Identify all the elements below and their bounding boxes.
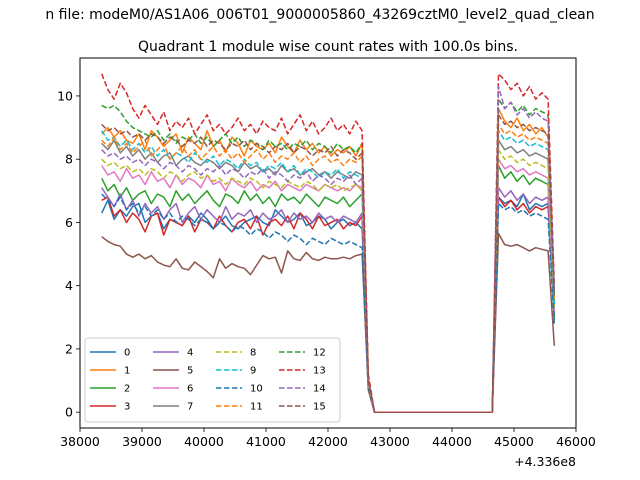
series-line-11: [101, 123, 556, 413]
x-tick-label: 43000: [370, 434, 410, 449]
y-axis: 0 2 4 6 8 10: [57, 88, 80, 420]
legend-label: 6: [187, 384, 193, 395]
y-tick-label: 8: [65, 152, 73, 167]
x-tick-label: 45000: [494, 434, 534, 449]
y-tick-label: 2: [65, 341, 73, 356]
legend-label: 0: [124, 348, 130, 359]
legend-label: 5: [187, 366, 193, 377]
legend-label: 3: [124, 402, 130, 413]
x-axis-offset-label: +4.336e8: [514, 454, 576, 469]
legend-label: 14: [313, 384, 326, 395]
series-line-13: [101, 73, 556, 413]
y-tick-label: 4: [65, 278, 73, 293]
series-line-15: [101, 114, 556, 413]
y-tick-label: 10: [57, 88, 73, 103]
legend-label: 2: [124, 384, 130, 395]
x-tick-label: 41000: [246, 434, 286, 449]
legend-label: 1: [124, 366, 130, 377]
x-tick-label: 42000: [308, 434, 348, 449]
legend-label: 9: [250, 366, 256, 377]
figure-suptitle: n file: modeM0/AS1A06_006T01_9000005860_…: [45, 7, 594, 23]
legend-label: 12: [313, 348, 326, 359]
legend-label: 11: [250, 402, 263, 413]
plot-lines: [101, 73, 556, 413]
legend-label: 7: [187, 402, 193, 413]
y-tick-label: 6: [65, 215, 73, 230]
x-axis: 38000 39000 40000 41000 42000 43000 44000 45000…: [60, 428, 596, 449]
x-tick-label: 40000: [184, 434, 224, 449]
x-tick-label: 44000: [432, 434, 472, 449]
legend-label: 13: [313, 366, 326, 377]
x-tick-label: 38000: [60, 434, 100, 449]
legend-box: [84, 337, 341, 423]
legend-label: 4: [187, 348, 193, 359]
x-tick-label: 46000: [556, 434, 596, 449]
chart-title: Quadrant 1 module wise count rates with …: [138, 39, 518, 55]
legend-label: 15: [313, 402, 326, 413]
series-line-12: [101, 98, 556, 413]
y-tick-label: 0: [65, 405, 73, 420]
legend-label: 10: [250, 384, 263, 395]
x-tick-label: 39000: [122, 434, 162, 449]
legend-label: 8: [250, 348, 256, 359]
